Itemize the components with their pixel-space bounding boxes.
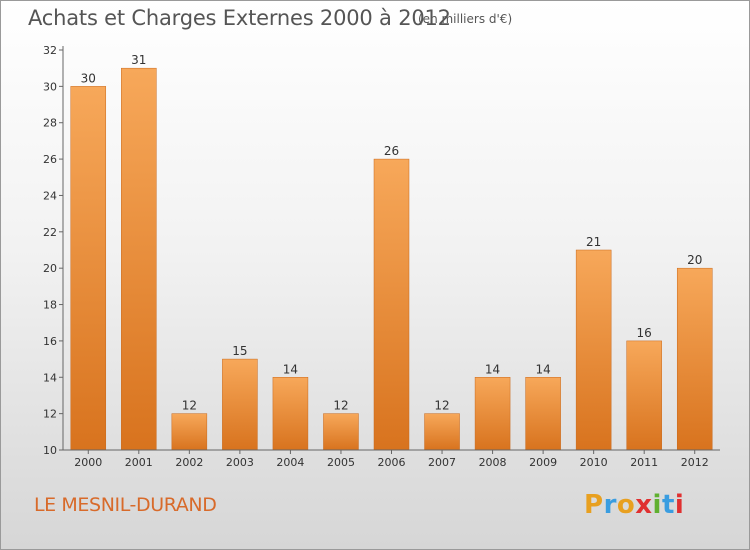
data-label-2011: 16	[637, 326, 652, 340]
x-tick-label: 2007	[428, 456, 456, 469]
y-tick-label: 30	[43, 80, 57, 93]
bar-2000	[70, 86, 107, 451]
data-label-2001: 31	[131, 53, 146, 67]
data-label-2012: 20	[687, 253, 702, 267]
x-tick-label: 2003	[226, 456, 254, 469]
bar-2001	[121, 67, 157, 451]
bar-2003	[222, 358, 258, 451]
x-tick-label: 2002	[175, 456, 203, 469]
x-tick-label: 2004	[276, 456, 304, 469]
y-tick-label: 12	[43, 408, 57, 421]
bar-2012	[676, 267, 713, 451]
x-tick-label: 2000	[74, 456, 102, 469]
x-tick-label: 2009	[529, 456, 557, 469]
x-tick-label: 2012	[681, 456, 709, 469]
logo-letter: t	[661, 490, 675, 520]
data-label-2007: 12	[434, 399, 449, 413]
y-tick-label: 28	[43, 117, 57, 130]
logo-letter: x	[635, 490, 653, 520]
chart-subtitle: (en milliers d'€)	[418, 12, 513, 26]
bar-2004	[272, 377, 309, 451]
y-tick-label: 32	[43, 44, 57, 57]
commune-name: LE MESNIL-DURAND	[34, 494, 217, 516]
bar-2008	[474, 377, 511, 451]
logo-letter: i	[652, 490, 662, 520]
y-tick-label: 24	[43, 189, 57, 202]
data-label-2010: 21	[586, 235, 601, 249]
logo-letter: i	[674, 490, 685, 520]
y-tick-label: 16	[43, 335, 57, 348]
bar-2007	[424, 413, 460, 451]
x-tick-label: 2005	[327, 456, 355, 469]
bar-2010	[575, 249, 612, 451]
y-tick-label: 18	[43, 299, 57, 312]
logo-letter: r	[603, 490, 617, 520]
logo-letter: P	[584, 490, 604, 520]
data-label-2008: 14	[485, 362, 500, 376]
data-label-2006: 26	[384, 144, 399, 158]
x-tick-label: 2006	[378, 456, 406, 469]
bar-2011	[626, 340, 662, 451]
bar-2006	[373, 158, 410, 451]
y-tick-label: 26	[43, 153, 57, 166]
data-label-2003: 15	[232, 344, 247, 358]
y-tick-label: 10	[43, 444, 57, 457]
logo-letter: o	[616, 490, 636, 520]
data-label-2005: 12	[333, 399, 348, 413]
y-tick-label: 14	[43, 371, 57, 384]
x-tick-label: 2001	[125, 456, 153, 469]
proxiti-logo: Proxiti	[584, 490, 684, 520]
x-tick-label: 2010	[580, 456, 608, 469]
y-tick-label: 20	[43, 262, 57, 275]
data-label-2009: 14	[535, 362, 550, 376]
x-tick-label: 2011	[630, 456, 658, 469]
x-tick-label: 2008	[479, 456, 507, 469]
bar-2005	[323, 413, 359, 451]
bar-2002	[171, 413, 208, 451]
data-label-2002: 12	[182, 399, 197, 413]
chart-title: Achats et Charges Externes 2000 à 2012	[28, 6, 451, 30]
y-tick-label: 22	[43, 226, 57, 239]
bar-2009	[525, 377, 561, 451]
data-label-2004: 14	[283, 362, 298, 376]
data-label-2000: 30	[81, 71, 96, 85]
